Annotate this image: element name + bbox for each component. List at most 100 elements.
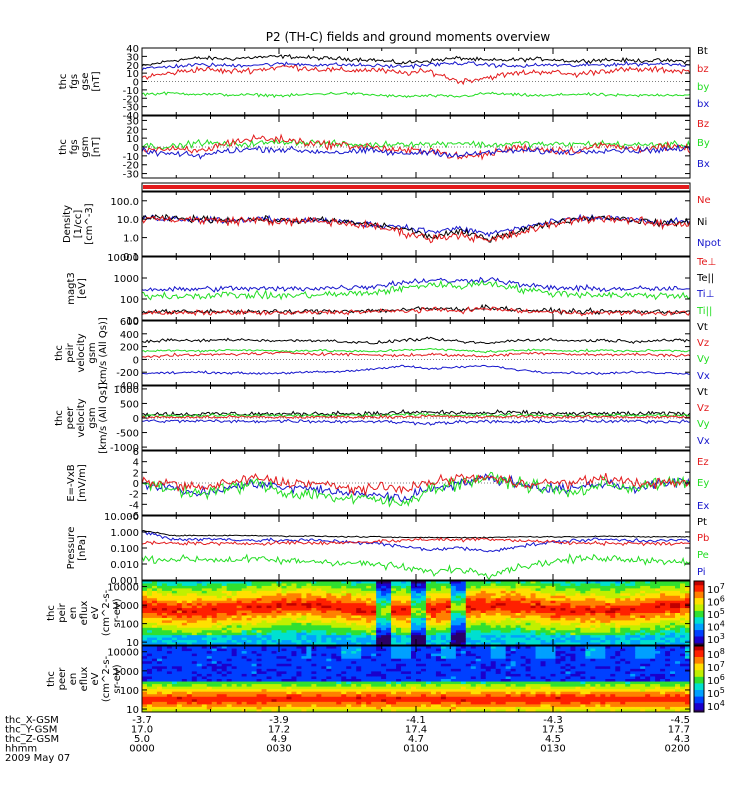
spectrogram-cell (406, 642, 412, 645)
spectrogram-cell (316, 699, 322, 703)
spectrogram-cell (191, 642, 198, 645)
spectrogram-cell (376, 615, 382, 619)
spectrogram-cell (625, 593, 631, 597)
spectrogram-cell (406, 585, 412, 589)
spectrogram-cell (201, 625, 208, 629)
spectrogram-cell (635, 598, 641, 602)
spectrogram-cell (580, 581, 586, 584)
spectrogram-cell (615, 635, 621, 639)
spectrogram-cell (420, 590, 427, 594)
spectrogram-cell (241, 689, 248, 693)
spectrogram-cell (281, 603, 287, 607)
spectrogram-cell (670, 610, 676, 614)
spectrogram-cell (411, 588, 417, 592)
spectrogram-cell (261, 694, 267, 698)
spectrogram-cell (655, 603, 661, 607)
spectrogram-cell (386, 686, 392, 690)
spectrogram-cell (520, 598, 526, 602)
spectrogram-cell (142, 661, 148, 665)
spectrogram-cell (291, 701, 297, 705)
spectrogram-cell (550, 635, 556, 639)
spectrogram-cell (406, 691, 412, 695)
spectrogram-cell (181, 706, 188, 710)
spectrogram-cell (381, 588, 387, 592)
spectrogram-cell (171, 608, 178, 611)
spectrogram-cell (271, 632, 277, 636)
spectrogram-cell (620, 627, 626, 631)
spectrogram-cell (346, 617, 352, 621)
spectrogram-cell (271, 668, 277, 672)
spectrogram-cell (445, 608, 452, 611)
spectrogram-cell (655, 598, 661, 602)
spectrogram-cell (435, 583, 442, 587)
spectrogram-cell (331, 706, 337, 710)
spectrogram-cell (316, 646, 322, 649)
spectrogram-cell (156, 637, 163, 641)
spectrogram-cell (231, 610, 238, 614)
spectrogram-cell (635, 593, 641, 597)
spectrogram-cell (321, 694, 327, 698)
spectrogram-cell (440, 598, 447, 602)
spectrogram-cell (216, 689, 223, 693)
spectrogram-cell (261, 668, 267, 672)
spectrogram-cell (166, 691, 173, 695)
spectrogram-cell (341, 666, 347, 670)
y-tick-label: 100 (120, 295, 139, 306)
spectrogram-cell (675, 637, 681, 641)
spectrogram-cell (391, 598, 397, 602)
spectrogram-cell (425, 637, 432, 641)
spectrogram-cell (565, 630, 571, 634)
spectrogram-cell (311, 686, 317, 690)
spectrogram-cell (246, 709, 252, 712)
spectrogram-cell (346, 689, 352, 693)
spectrogram-cell (396, 668, 402, 672)
spectrogram-cell (346, 600, 352, 604)
spectrogram-cell (231, 673, 238, 677)
spectrogram-cell (236, 583, 243, 587)
spectrogram-cell (236, 605, 243, 609)
spectrogram-cell (570, 640, 576, 643)
spectrogram-cell (261, 673, 267, 677)
spectrogram-cell (256, 673, 262, 677)
spectrogram-cell (401, 585, 407, 589)
spectrogram-cell (580, 605, 586, 609)
spectrogram-cell (500, 598, 507, 602)
spectrogram-cell (321, 615, 327, 619)
spectrogram-cell (610, 640, 616, 643)
spectrogram-cell (246, 581, 252, 584)
spectrogram-cell (156, 593, 163, 597)
spectrogram-cell (460, 642, 467, 645)
spectrogram-cell (276, 668, 282, 672)
spectrogram-cell (196, 706, 203, 710)
spectrogram-cell (550, 585, 556, 589)
spectrogram-cell (500, 605, 507, 609)
spectrogram-cell (640, 598, 646, 602)
spectrogram-cell (550, 627, 556, 631)
spectrogram-cell (261, 622, 267, 626)
spectrogram-cell (306, 595, 312, 599)
spectrogram-cell (610, 627, 616, 631)
spectrogram-cell (201, 595, 208, 599)
spectrogram-cell (535, 600, 541, 604)
spectrogram-cell (301, 620, 307, 624)
spectrogram-cell (530, 593, 536, 597)
spectrogram-cell (321, 666, 327, 670)
spectrogram-cell (171, 671, 178, 675)
spectrogram-cell (201, 689, 208, 693)
spectrogram-cell (660, 590, 666, 594)
spectrogram-cell (151, 704, 158, 708)
spectrogram-cell (306, 673, 312, 677)
spectrogram-cell (545, 642, 551, 645)
spectrogram-cell (381, 613, 387, 616)
spectrogram-cell (450, 605, 457, 609)
spectrogram-cell (580, 585, 586, 589)
spectrogram-cell (411, 701, 417, 705)
spectrogram-cell (545, 590, 551, 594)
spectrogram-cell (650, 605, 656, 609)
spectrogram-cell (416, 635, 422, 639)
spectrogram-cell (221, 598, 228, 602)
spectrogram-cell (321, 691, 327, 695)
spectrogram-cell (336, 699, 342, 703)
colorbar-step (694, 623, 704, 627)
spectrogram-cell (251, 681, 257, 685)
